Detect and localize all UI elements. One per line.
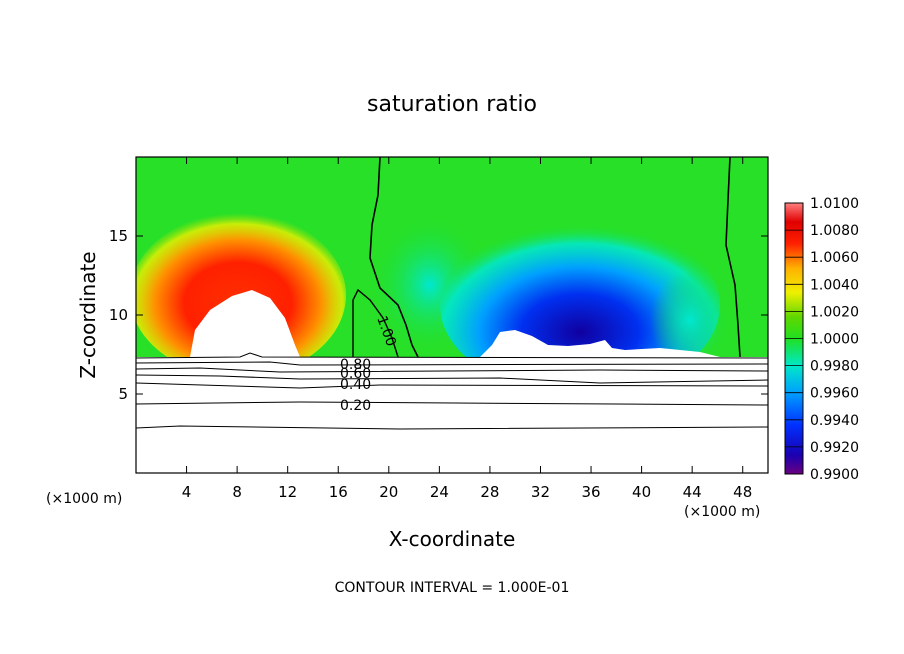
- x-ticks: 4 8 12 16 20 24 28 32 36 40 44 48: [182, 157, 752, 501]
- contour-lower-3: [136, 367, 768, 373]
- contour-1-left: [369, 157, 419, 358]
- contour-label: 0.80: [340, 357, 371, 373]
- x-tick-label: 20: [379, 483, 398, 501]
- y-tick-label: 10: [109, 306, 128, 324]
- x-tick-label: 44: [683, 483, 702, 501]
- colorbar-tick-label: 0.9900: [810, 467, 859, 483]
- colorbar-tick-label: 0.9980: [810, 359, 859, 375]
- x-unit-label: (×1000 m): [684, 504, 760, 520]
- z-unit-label: (×1000 m): [46, 491, 122, 507]
- contour-lower-7: [136, 425, 768, 430]
- chart-title: saturation ratio: [367, 92, 537, 117]
- x-tick-label: 40: [632, 483, 651, 501]
- y-axis-label: Z-coordinate: [76, 251, 100, 378]
- x-tick-label: 24: [430, 483, 449, 501]
- contour-label: 0.40: [340, 377, 371, 393]
- lower-layer: [136, 357, 768, 473]
- contour-lower-5: [136, 382, 768, 389]
- colorbar-tick-label: 1.0000: [810, 332, 859, 348]
- x-tick-label: 48: [733, 483, 752, 501]
- contour-lower-6: [136, 401, 768, 406]
- x-tick-label: 28: [480, 483, 499, 501]
- colorbar-tick-label: 1.0040: [810, 277, 859, 293]
- colorbar-tick-label: 0.9940: [810, 413, 859, 429]
- x-tick-label: 32: [531, 483, 550, 501]
- colorbar-ticks: 1.0100 1.0080 1.0060 1.0040 1.0020 1.0000 0.99…: [785, 196, 859, 483]
- colorbar-tick-label: 0.9960: [810, 386, 859, 402]
- mask-right: [480, 330, 720, 357]
- y-ticks: 5 10 15: [109, 227, 768, 403]
- contour-label: 0.20: [340, 398, 371, 414]
- x-tick-label: 4: [182, 483, 192, 501]
- x-tick-label: 12: [278, 483, 297, 501]
- x-axis-label: X-coordinate: [389, 527, 516, 551]
- x-tick-label: 16: [329, 483, 348, 501]
- contour-lower-4: [136, 374, 768, 384]
- contour-lower-1: [136, 352, 768, 359]
- contour-1-right: [725, 157, 741, 358]
- contour-lower-2: [136, 361, 768, 366]
- contour-1-loop: [352, 288, 399, 358]
- mask-left: [190, 290, 300, 357]
- colorbar-tick-label: 1.0060: [810, 250, 859, 266]
- x-tick-label: 8: [232, 483, 242, 501]
- contour-interval-note: CONTOUR INTERVAL = 1.000E-01: [335, 580, 570, 596]
- contour-label: 0.60: [340, 366, 371, 382]
- cool-region-right: [650, 270, 730, 370]
- colorbar-tick-label: 1.0020: [810, 304, 859, 320]
- colorbar-tick-label: 1.0080: [810, 223, 859, 239]
- plot-area: 0.80 0.60 0.40 0.20 1.00: [136, 157, 768, 473]
- y-tick-label: 15: [109, 227, 128, 245]
- x-tick-label: 36: [581, 483, 600, 501]
- colorbar-tick-label: 1.0100: [810, 196, 859, 212]
- colorbar-tick-label: 0.9920: [810, 440, 859, 456]
- y-tick-label: 5: [118, 385, 128, 403]
